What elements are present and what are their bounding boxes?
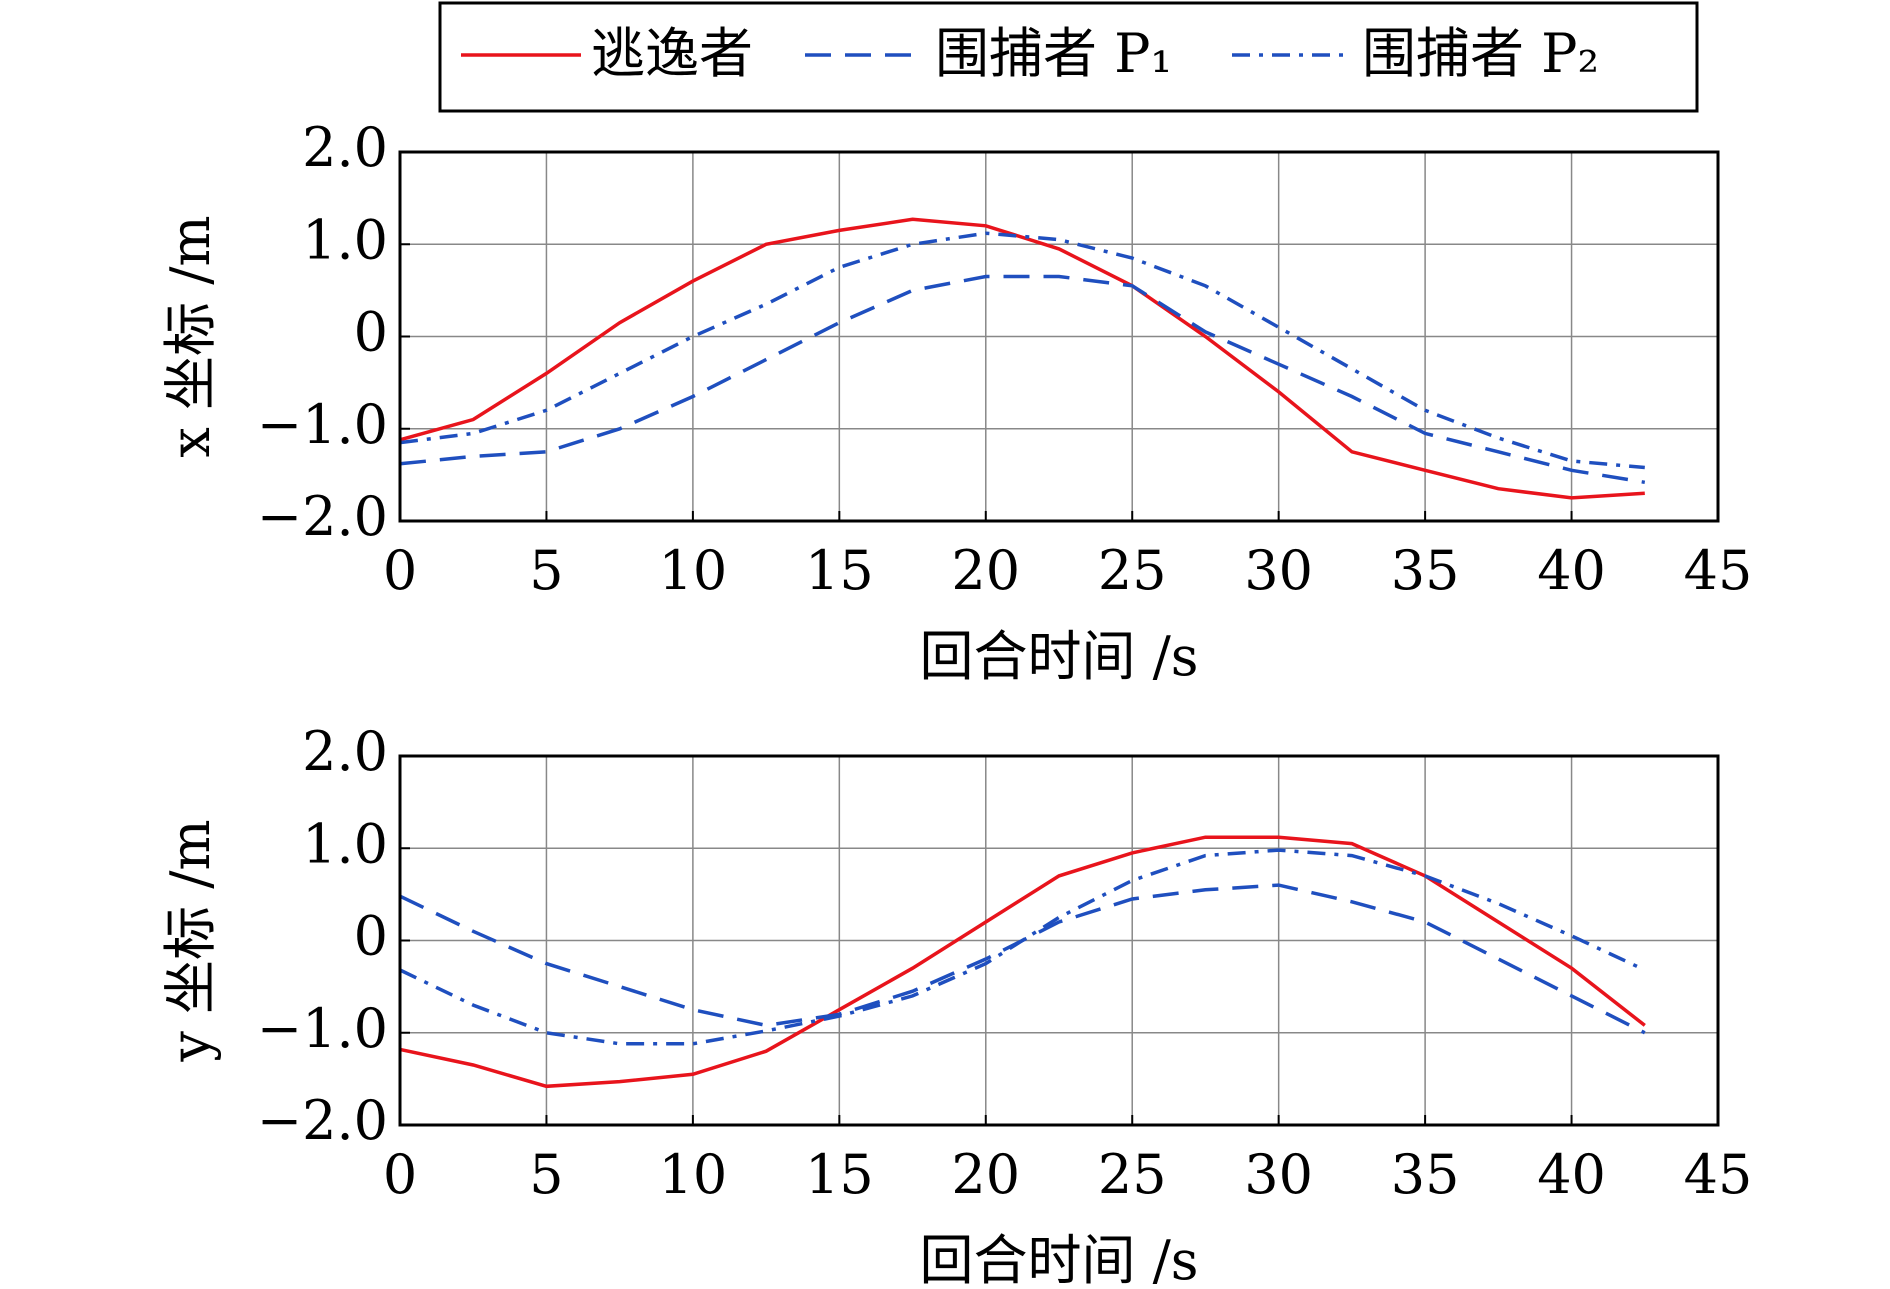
x-tick-label: 30: [1244, 1143, 1313, 1206]
x-tick-label: 0: [383, 1143, 417, 1206]
x-tick-label: 15: [805, 539, 874, 602]
x-tick-label: 10: [659, 1143, 728, 1206]
legend-box: [438, 1, 1699, 113]
x-tick-label: 0: [383, 539, 417, 602]
x-tick-label: 20: [951, 1143, 1020, 1206]
series-line: [399, 231, 1645, 470]
y-axis-label: x 坐标 /m: [159, 215, 222, 457]
y-tick-label: 1.0: [302, 208, 388, 271]
x-tick-label: 35: [1391, 1143, 1460, 1206]
series-line: [399, 274, 1646, 485]
y-tick-label: −1.0: [257, 997, 388, 1060]
x-tick-label: 5: [529, 539, 563, 602]
x-tick-label: 25: [1098, 539, 1167, 602]
y-tick-label: 0: [354, 301, 388, 364]
plot-frame: [398, 150, 1720, 523]
x-axis-label: 回合时间 /s: [919, 1229, 1198, 1289]
x-tick-label: 30: [1244, 539, 1313, 602]
x-tick-label: 35: [1391, 539, 1460, 602]
y-tick-label: −2.0: [257, 1089, 388, 1152]
x-tick-label: 40: [1537, 1143, 1606, 1206]
series-line: [399, 835, 1646, 1089]
plot-frame: [398, 754, 1720, 1127]
x-tick-label: 20: [951, 539, 1020, 602]
x-axis-label: 回合时间 /s: [919, 625, 1198, 688]
y-tick-label: 2.0: [302, 116, 388, 179]
x-tick-label: 25: [1098, 1143, 1167, 1206]
legend-label: 围捕者 P₂: [1362, 22, 1599, 85]
x-tick-label: 40: [1537, 539, 1606, 602]
legend-label: 逃逸者: [591, 22, 753, 85]
y-tick-label: 1.0: [302, 812, 388, 875]
legend-label: 围捕者 P₁: [935, 22, 1172, 85]
y-tick-label: −2.0: [257, 485, 388, 548]
x-tick-label: 10: [659, 539, 728, 602]
y-axis-label: y 坐标 /m: [159, 819, 222, 1062]
x-tick-label: 45: [1684, 539, 1753, 602]
series-line: [399, 848, 1646, 1046]
x-tick-label: 5: [529, 1143, 563, 1206]
series-line: [399, 217, 1645, 500]
y-tick-label: −1.0: [257, 393, 388, 456]
x-tick-label: 45: [1684, 1143, 1753, 1206]
y-tick-label: 0: [354, 905, 388, 968]
x-tick-label: 15: [805, 1143, 874, 1206]
y-tick-label: 2.0: [302, 720, 388, 783]
